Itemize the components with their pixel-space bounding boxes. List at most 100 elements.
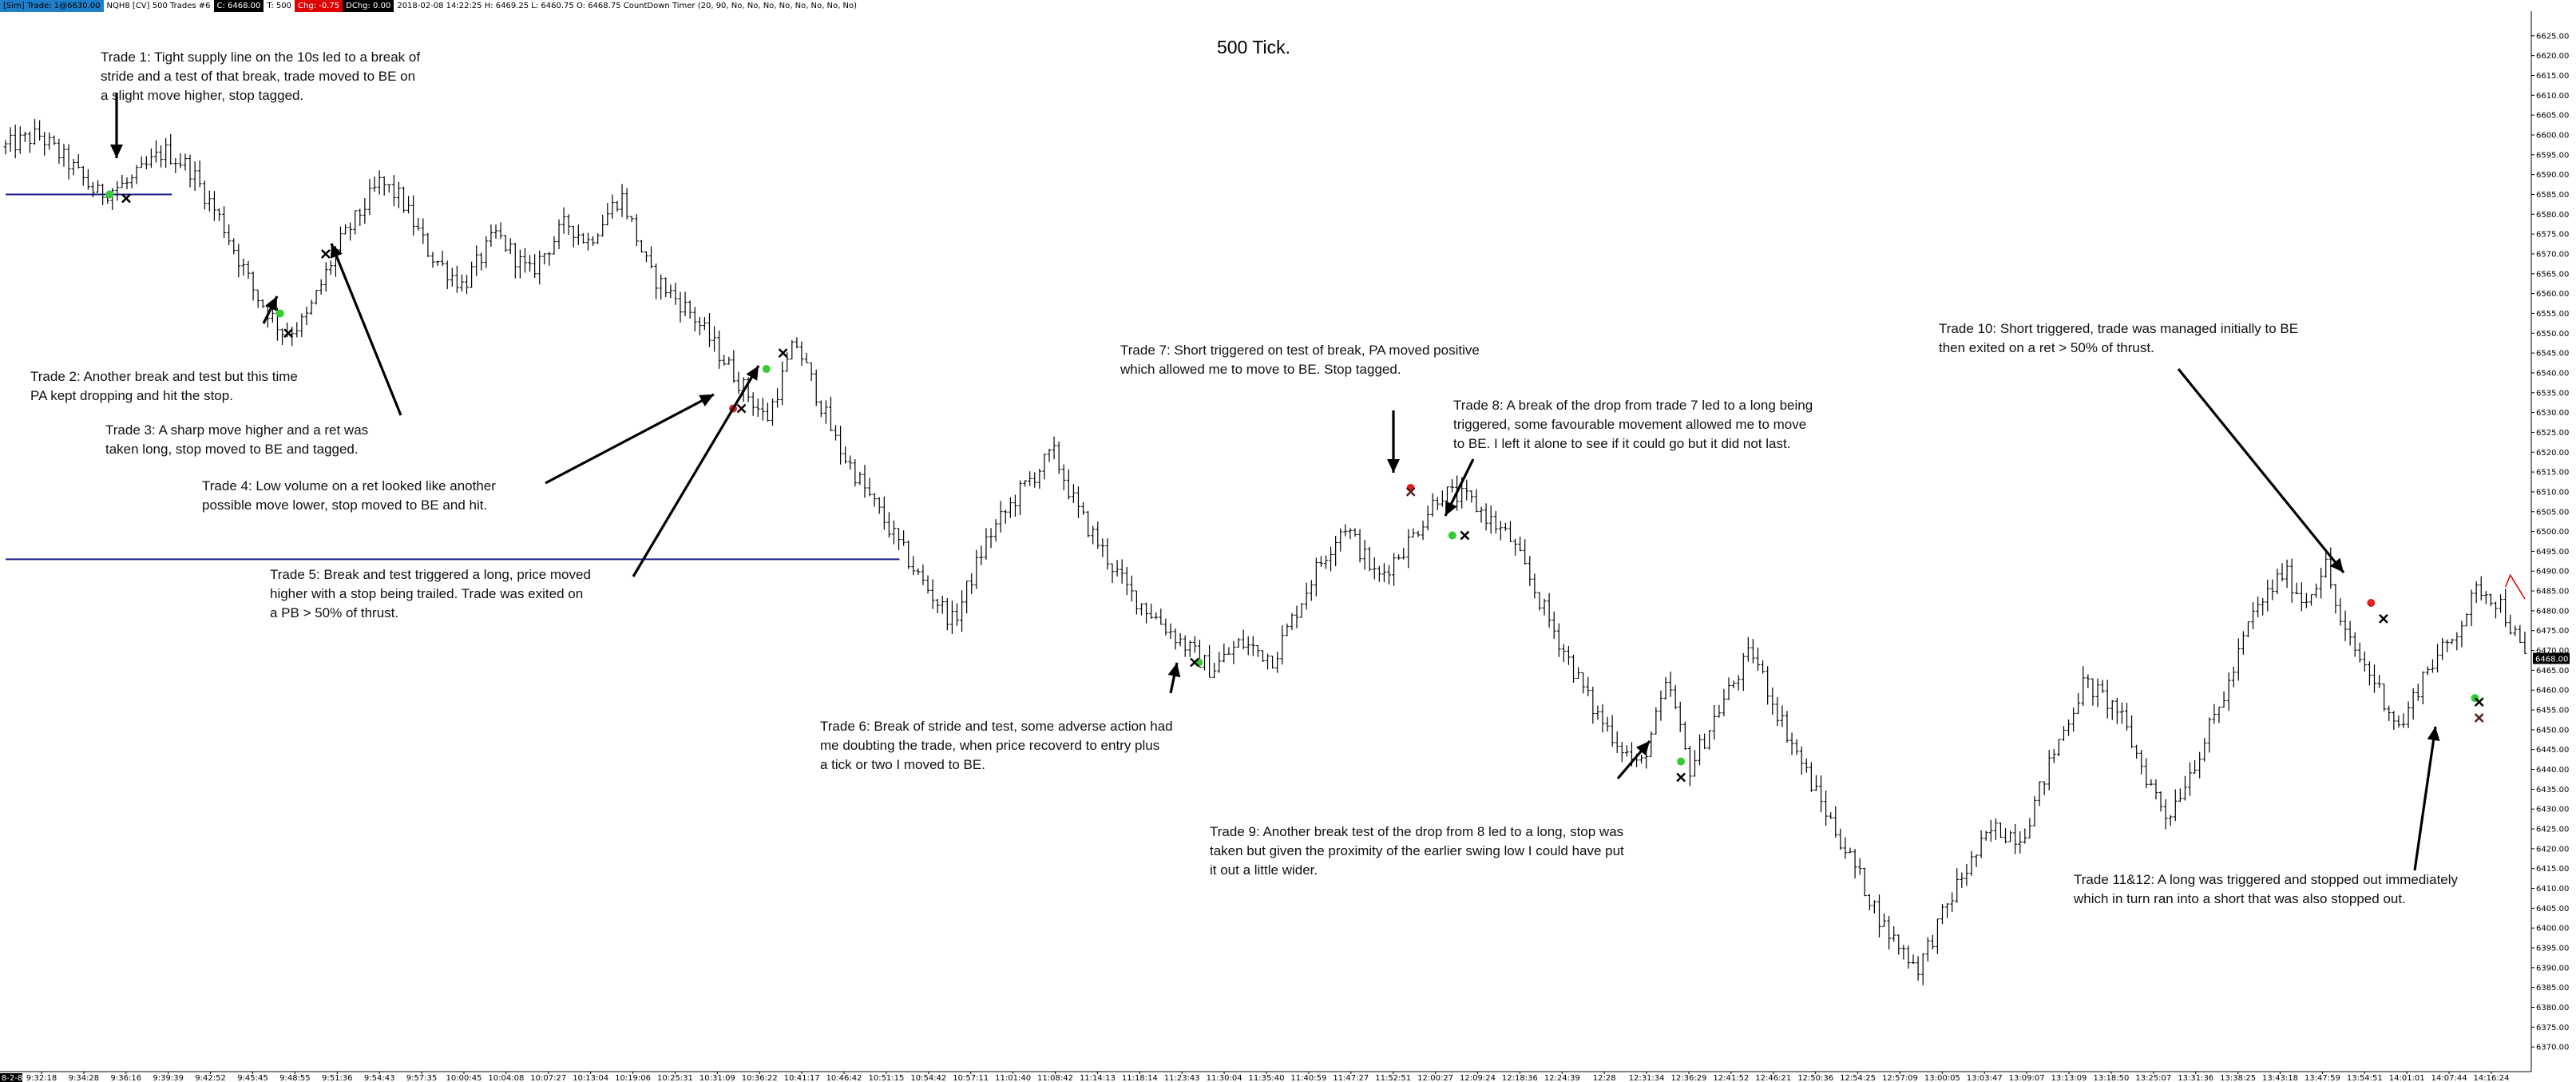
- ohlc-bar: [1227, 647, 1231, 655]
- ohlc-bar: [1032, 472, 1037, 488]
- time-tick-label: 13:38:25: [2220, 1074, 2256, 1082]
- exit-stroke: [1460, 530, 1470, 541]
- ohlc-bar: [1469, 490, 1474, 503]
- price-tick-label: 6435.00: [2536, 786, 2569, 795]
- ohlc-bar: [1682, 721, 1687, 751]
- ohlc-bar: [610, 194, 615, 219]
- ohlc-bar: [391, 175, 396, 207]
- ohlc-bar: [528, 255, 533, 272]
- ohlc-bar: [949, 600, 954, 635]
- ohlc-bar: [1770, 687, 1775, 715]
- annotation-trade-10: Trade 10: Short triggered, trade was man…: [1939, 321, 2299, 355]
- ohlc-bar: [2493, 601, 2498, 619]
- ohlc-bar: [343, 224, 348, 235]
- ohlc-bar: [731, 350, 736, 383]
- ohlc-bar: [1203, 654, 1207, 671]
- ohlc-bar: [1867, 894, 1872, 911]
- annotation-trade-11-12: Trade 11&12: A long was triggered and st…: [2074, 872, 2459, 906]
- ohlc-bar: [522, 248, 527, 273]
- price-tick-label: 6380.00: [2536, 1004, 2569, 1013]
- price-axis: 6370.00 6375.00 6380.00 6385.00 6390.00 6395.…: [2531, 32, 2570, 1052]
- ohlc-bar: [493, 224, 498, 239]
- ohlc-bar: [1144, 602, 1149, 624]
- ohlc-bar: [76, 154, 81, 169]
- ohlc-bar: [430, 252, 435, 268]
- ohlc-bar: [717, 331, 722, 369]
- ohlc-bar: [2134, 744, 2139, 759]
- trade-exit-marker: [1190, 657, 1199, 668]
- ohlc-bar: [2474, 581, 2479, 603]
- time-tick-label: 9:54:43: [364, 1074, 395, 1082]
- ohlc-bar: [1013, 494, 1017, 517]
- price-tick-label: 6475.00: [2536, 627, 2569, 636]
- ohlc-bar: [465, 275, 470, 294]
- ohlc-bar: [241, 258, 246, 276]
- ohlc-bar: [2198, 751, 2202, 779]
- price-tick-label: 6395.00: [2536, 945, 2569, 953]
- time-tick-label: 12:28: [1593, 1074, 1616, 1082]
- ohlc-bar: [173, 157, 178, 173]
- ohlc-bar: [1600, 703, 1605, 733]
- ohlc-bar: [125, 177, 129, 190]
- ohlc-bar: [2095, 678, 2100, 707]
- ohlc-bar: [1731, 680, 1736, 689]
- chart-title: 500 Tick.: [1216, 37, 1291, 57]
- annotation-arrow: [632, 365, 760, 577]
- ohlc-bar: [416, 217, 421, 231]
- ohlc-bar: [1857, 858, 1862, 875]
- ohlc-bar: [751, 392, 755, 416]
- ohlc-bar: [940, 596, 945, 614]
- ohlc-bar: [1270, 656, 1275, 669]
- ohlc-bar: [571, 225, 576, 248]
- ohlc-bar: [2076, 692, 2081, 714]
- ohlc-bar: [1334, 536, 1338, 567]
- ohlc-bar: [323, 262, 328, 292]
- ohlc-bar: [1920, 953, 1925, 985]
- price-tick-label: 6580.00: [2536, 211, 2569, 220]
- ohlc-bar: [1561, 644, 1566, 663]
- ohlc-bar: [1309, 580, 1314, 601]
- ohlc-bar: [2411, 688, 2415, 720]
- ohlc-bar: [1639, 755, 1644, 764]
- price-tick-label: 6575.00: [2536, 231, 2569, 240]
- ohlc-bar: [1115, 560, 1120, 577]
- time-tick-label: 12:36:29: [1671, 1074, 1707, 1082]
- ohlc-bar: [1178, 632, 1183, 647]
- ohlc-bar: [2236, 638, 2241, 681]
- ohlc-bar: [1139, 603, 1143, 616]
- time-tick-label: 11:01:40: [995, 1074, 1031, 1082]
- time-tick-label: 13:54:51: [2347, 1074, 2383, 1082]
- ohlc-bar: [659, 274, 664, 300]
- ohlc-bar: [1785, 711, 1789, 743]
- price-tick-label: 6555.00: [2536, 310, 2569, 319]
- ohlc-bar: [1425, 505, 1430, 531]
- ohlc-bar: [678, 291, 683, 323]
- annotation-arrow: [330, 243, 402, 416]
- price-tick-label: 6450.00: [2536, 726, 2569, 735]
- ohlc-bar: [2158, 791, 2163, 812]
- ohlc-bar: [18, 126, 22, 154]
- time-tick-label: 12:24:39: [1544, 1074, 1580, 1082]
- trade-exit-marker: [2474, 697, 2484, 707]
- ohlc-bar: [1862, 867, 1867, 897]
- price-tick-label: 6540.00: [2536, 369, 2569, 378]
- ohlc-bar: [1673, 684, 1678, 710]
- time-tick-label: 12:31:34: [1629, 1074, 1665, 1082]
- ohlc-bar: [1222, 644, 1227, 663]
- annotation-arrow: [2177, 367, 2345, 574]
- ohlc-bar: [1741, 652, 1746, 692]
- time-tick-label: 10:07:27: [530, 1074, 566, 1082]
- exit-stroke: [736, 403, 747, 414]
- ohlc-bar: [2319, 567, 2324, 599]
- ohlc-bar: [1357, 529, 1362, 563]
- ohlc-bar: [508, 238, 513, 254]
- ohlc-bar: [872, 493, 877, 507]
- ohlc-bar: [814, 369, 818, 406]
- ohlc-bar: [2226, 672, 2231, 711]
- ohlc-bar: [280, 328, 285, 345]
- ohlc-bar: [2217, 707, 2221, 723]
- ohlc-bar: [212, 191, 216, 221]
- ohlc-bar: [1979, 830, 1984, 858]
- time-tick-label: 9:51:36: [322, 1074, 353, 1082]
